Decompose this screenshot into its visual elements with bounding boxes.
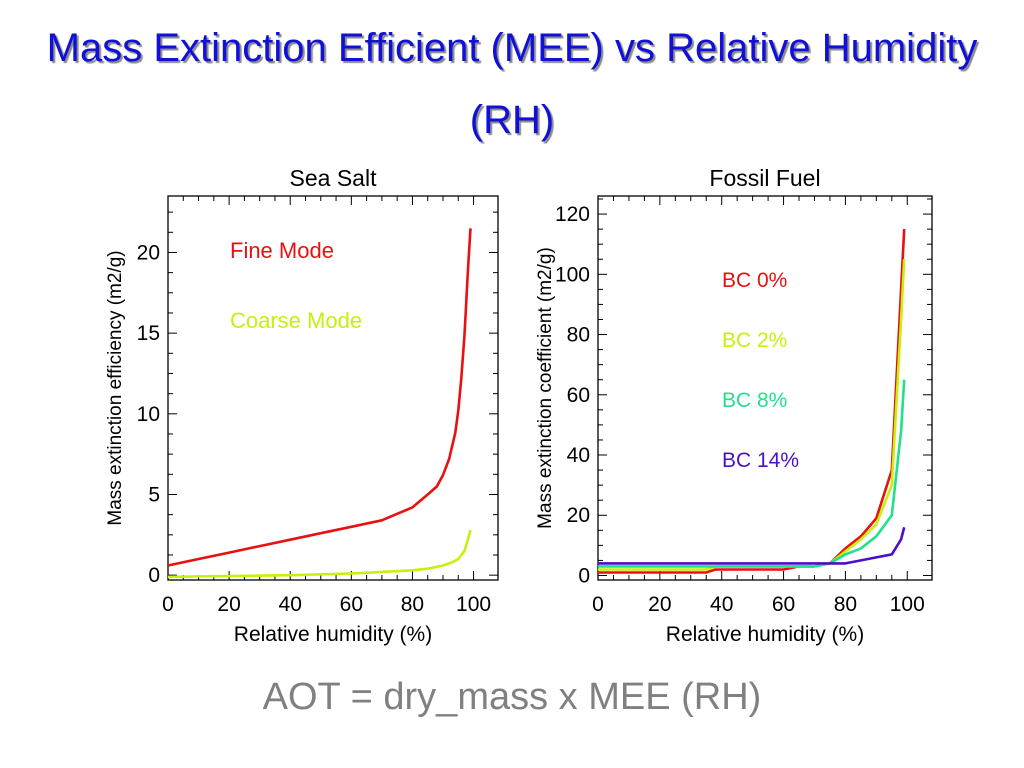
sea-salt-y-tick-label: 5 xyxy=(148,483,160,506)
sea-salt-x-tick-label: 80 xyxy=(401,593,424,616)
sea-salt-y-tick-label: 15 xyxy=(137,322,160,345)
sea-salt-series-line-coarse-mode xyxy=(167,529,472,579)
fossil-fuel-y-tick-label: 80 xyxy=(567,324,590,347)
fossil-fuel-x-tick-label: 0 xyxy=(592,593,604,616)
fossil-fuel-legend-bc-8: BC 8% xyxy=(722,389,787,412)
fossil-fuel-y-tick-label: 60 xyxy=(567,384,590,407)
fossil-fuel-series-line-bc-2 xyxy=(598,259,906,571)
fossil-fuel-legend-bc-0: BC 0% xyxy=(722,269,787,292)
sea-salt-y-tick-label: 10 xyxy=(137,403,160,426)
fossil-fuel-x-tick-label: 40 xyxy=(710,593,733,616)
sea-salt-x-axis-label: Relative humidity (%) xyxy=(234,623,432,646)
fossil-fuel-y-tick-label: 120 xyxy=(555,203,590,226)
fossil-fuel-chart-title: Fossil Fuel xyxy=(709,165,820,191)
fossil-fuel-legend-bc-14: BC 14% xyxy=(722,449,799,472)
fossil-fuel-x-tick-label: 100 xyxy=(890,593,925,616)
fossil-fuel-series-line-bc-8 xyxy=(598,379,906,568)
fossil-fuel-y-axis-label: Mass extinction coefficient (m2/g) xyxy=(535,247,556,529)
sea-salt-y-axis-label: Mass extinction efficiency (m2/g) xyxy=(105,250,126,525)
sea-salt-y-tick-label: 0 xyxy=(148,564,160,587)
fossil-fuel-x-tick-label: 80 xyxy=(834,593,857,616)
fossil-fuel-y-tick-label: 0 xyxy=(578,564,590,587)
sea-salt-x-tick-label: 60 xyxy=(340,593,363,616)
fossil-fuel-legend-bc-2: BC 2% xyxy=(722,329,787,352)
sea-salt-legend-fine-mode: Fine Mode xyxy=(230,238,334,263)
sea-salt-legend-coarse-mode: Coarse Mode xyxy=(230,308,362,333)
fossil-fuel-x-tick-label: 20 xyxy=(648,593,671,616)
sea-salt-x-tick-label: 40 xyxy=(279,593,302,616)
sea-salt-x-tick-label: 100 xyxy=(456,593,491,616)
fossil-fuel-y-tick-label: 20 xyxy=(567,504,590,527)
fossil-fuel-y-tick-label: 40 xyxy=(567,444,590,467)
sea-salt-chart-title: Sea Salt xyxy=(290,165,378,191)
sea-salt-x-tick-label: 20 xyxy=(217,593,240,616)
sea-salt-x-tick-label: 0 xyxy=(162,593,174,616)
fossil-fuel-plot-frame xyxy=(597,195,933,581)
slide-title: Mass Extinction Efficient (MEE) vs Relat… xyxy=(46,26,978,142)
formula-text: AOT = dry_mass x MEE (RH) xyxy=(262,676,762,718)
sea-salt-series-line-fine-mode xyxy=(167,228,472,567)
fossil-fuel-x-tick-label: 60 xyxy=(772,593,795,616)
fossil-fuel-y-tick-label: 100 xyxy=(555,263,590,286)
fossil-fuel-series-line-bc-14 xyxy=(598,526,906,565)
fossil-fuel-x-axis-label: Relative humidity (%) xyxy=(666,623,864,646)
sea-salt-y-tick-label: 20 xyxy=(137,241,160,264)
sea-salt-plot-frame xyxy=(167,195,499,581)
